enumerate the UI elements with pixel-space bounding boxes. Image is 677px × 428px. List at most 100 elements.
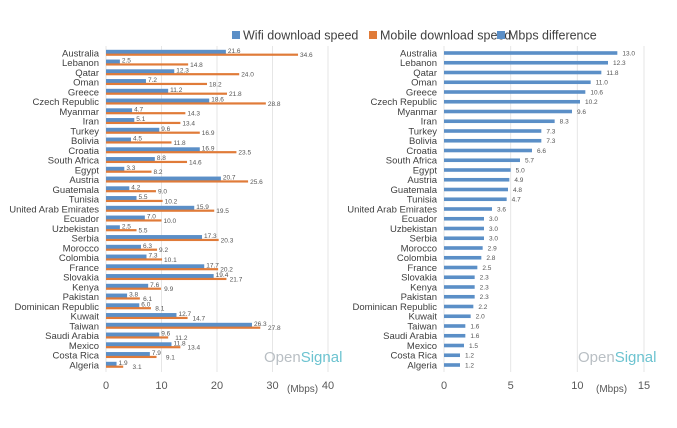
data-row: Costa Rica 7.9 9.1	[53, 350, 176, 362]
difference-bar	[444, 207, 492, 211]
category-label: Myanmar	[397, 107, 437, 118]
difference-bar	[444, 343, 464, 348]
wifi-value-label: 18.6	[211, 97, 224, 104]
data-row: South Africa 8.8 14.6	[48, 155, 202, 167]
wifi-bar	[106, 137, 131, 142]
difference-bar	[444, 353, 460, 358]
difference-value-label: 2.3	[480, 294, 489, 301]
data-row: Slovakia 19.421.7	[63, 272, 243, 284]
category-label: Kenya	[72, 282, 100, 293]
mobile-bar	[106, 160, 188, 164]
category-label: Saudi Arabia	[45, 331, 100, 342]
difference-value-label: 2.3	[480, 275, 489, 282]
data-row: Croatia 16.9 23.5	[68, 145, 251, 157]
category-label: Qatar	[413, 68, 437, 79]
wifi-value-label: 6.3	[143, 243, 152, 250]
data-row: Egypt 3.3 8.2	[75, 165, 163, 177]
wifi-bar	[106, 186, 130, 191]
wifi-value-label: 19.4	[216, 272, 229, 279]
mobile-value-label: 8.2	[154, 169, 163, 176]
wifi-bar	[106, 322, 252, 327]
data-row: Czech Republic 18.6 28.8	[32, 97, 280, 109]
data-row: Myanmar 4.7 14.3	[59, 106, 200, 118]
mobile-value-label: 14.6	[189, 159, 202, 166]
legend-label-mobile: Mobile download speed	[380, 29, 511, 43]
mobile-bar	[106, 346, 181, 349]
wifi-bar	[106, 313, 177, 318]
difference-value-label: 3.0	[489, 226, 498, 233]
x-tick-label: 0	[441, 380, 447, 392]
data-row: Ecuador 7.0 10.0	[64, 214, 177, 226]
difference-bar	[444, 90, 586, 94]
category-label: France	[69, 263, 99, 274]
legend-label-wifi: Wifi download speed	[243, 29, 358, 43]
category-label: Austria	[407, 175, 437, 186]
category-label: Bolivia	[409, 136, 438, 147]
mobile-bar	[106, 102, 266, 105]
wifi-value-label: 17.7	[206, 262, 219, 269]
data-row: Slovakia 2.3	[401, 273, 489, 284]
right-x-ticks: 0 5 10 15	[441, 380, 650, 392]
wifi-bar	[106, 342, 172, 347]
mobile-value-label: 11.2	[175, 335, 188, 342]
category-label: Turkey	[408, 126, 437, 137]
data-row: Egypt 5.0	[413, 165, 525, 176]
wifi-bar	[106, 244, 141, 249]
difference-bar	[444, 236, 484, 241]
mobile-bar	[106, 238, 219, 242]
mobile-value-label: 28.8	[268, 101, 281, 108]
difference-value-label: 1.6	[470, 333, 479, 340]
data-row: Lebanon 2.5 14.8	[62, 58, 203, 70]
left-watermark: OpenSignal	[264, 349, 342, 366]
data-row: Austria 20.7 25.6	[69, 175, 263, 187]
data-row: Dominican Republic 2.2	[353, 302, 488, 313]
category-label: Taiwan	[407, 321, 437, 332]
data-row: Qatar 11.8	[413, 68, 619, 79]
data-row: Kenya 7.6 9.9	[72, 282, 174, 294]
category-label: Egypt	[75, 165, 100, 176]
mobile-value-label: 9.1	[166, 354, 175, 361]
difference-value-label: 11.0	[596, 80, 609, 87]
wifi-value-label: 5.5	[139, 194, 148, 201]
mobile-bar	[106, 199, 163, 203]
category-label: South Africa	[386, 156, 438, 167]
data-row: Guatemala 4.2 9.0	[53, 184, 168, 196]
wifi-value-label: 12.7	[178, 311, 191, 318]
wifi-bar	[106, 157, 155, 162]
data-row: Qatar 12.3 24.0	[75, 67, 254, 79]
data-row: Czech Republic 10.2	[370, 97, 598, 108]
right-rows: Australia 13.0 Lebanon 12.3 Qatar 11.8 Oman 11.…	[347, 48, 635, 371]
difference-value-label: 10.2	[585, 99, 598, 106]
mobile-value-label: 27.8	[268, 325, 281, 332]
data-row: Dominican Republic 6.0 8.1	[15, 301, 165, 313]
wifi-value-label: 16.9	[202, 145, 215, 152]
difference-bar	[444, 109, 572, 114]
difference-bar	[444, 294, 475, 299]
category-label: Mexico	[407, 341, 437, 352]
mobile-bar	[106, 336, 169, 339]
right-x-axis-label: (Mbps)	[596, 384, 627, 395]
difference-bar	[444, 99, 580, 104]
mobile-value-label: 34.6	[300, 52, 313, 59]
difference-value-label: 2.0	[476, 314, 485, 321]
data-row: Saudi Arabia 1.6	[383, 331, 480, 342]
wifi-value-label: 26.3	[254, 321, 267, 328]
wifi-value-label: 7.3	[149, 253, 158, 260]
left-rows: Australia 21.6 34.6 Lebanon 2.5 14.8 Qatar 12.3…	[9, 48, 313, 371]
mobile-value-label: 14.3	[187, 111, 200, 118]
legend-swatch-mobile	[369, 31, 377, 39]
category-label: Ecuador	[64, 214, 99, 225]
difference-bar	[444, 70, 602, 75]
mobile-bar	[106, 277, 227, 281]
data-row: United Arab Emirates 15.9 19.5	[9, 204, 229, 216]
category-label: Dominican Republic	[15, 302, 100, 313]
data-row: Iran 5.1 13.4	[83, 116, 196, 128]
category-label: Uzbekistan	[390, 224, 437, 235]
mobile-bar	[106, 258, 163, 261]
wifi-value-label: 20.7	[223, 175, 236, 182]
data-row: Oman 11.0	[411, 78, 608, 89]
category-label: Croatia	[68, 146, 99, 157]
mobile-bar	[106, 190, 156, 193]
wifi-bar	[106, 361, 117, 366]
mobile-value-label: 9.2	[159, 247, 168, 254]
